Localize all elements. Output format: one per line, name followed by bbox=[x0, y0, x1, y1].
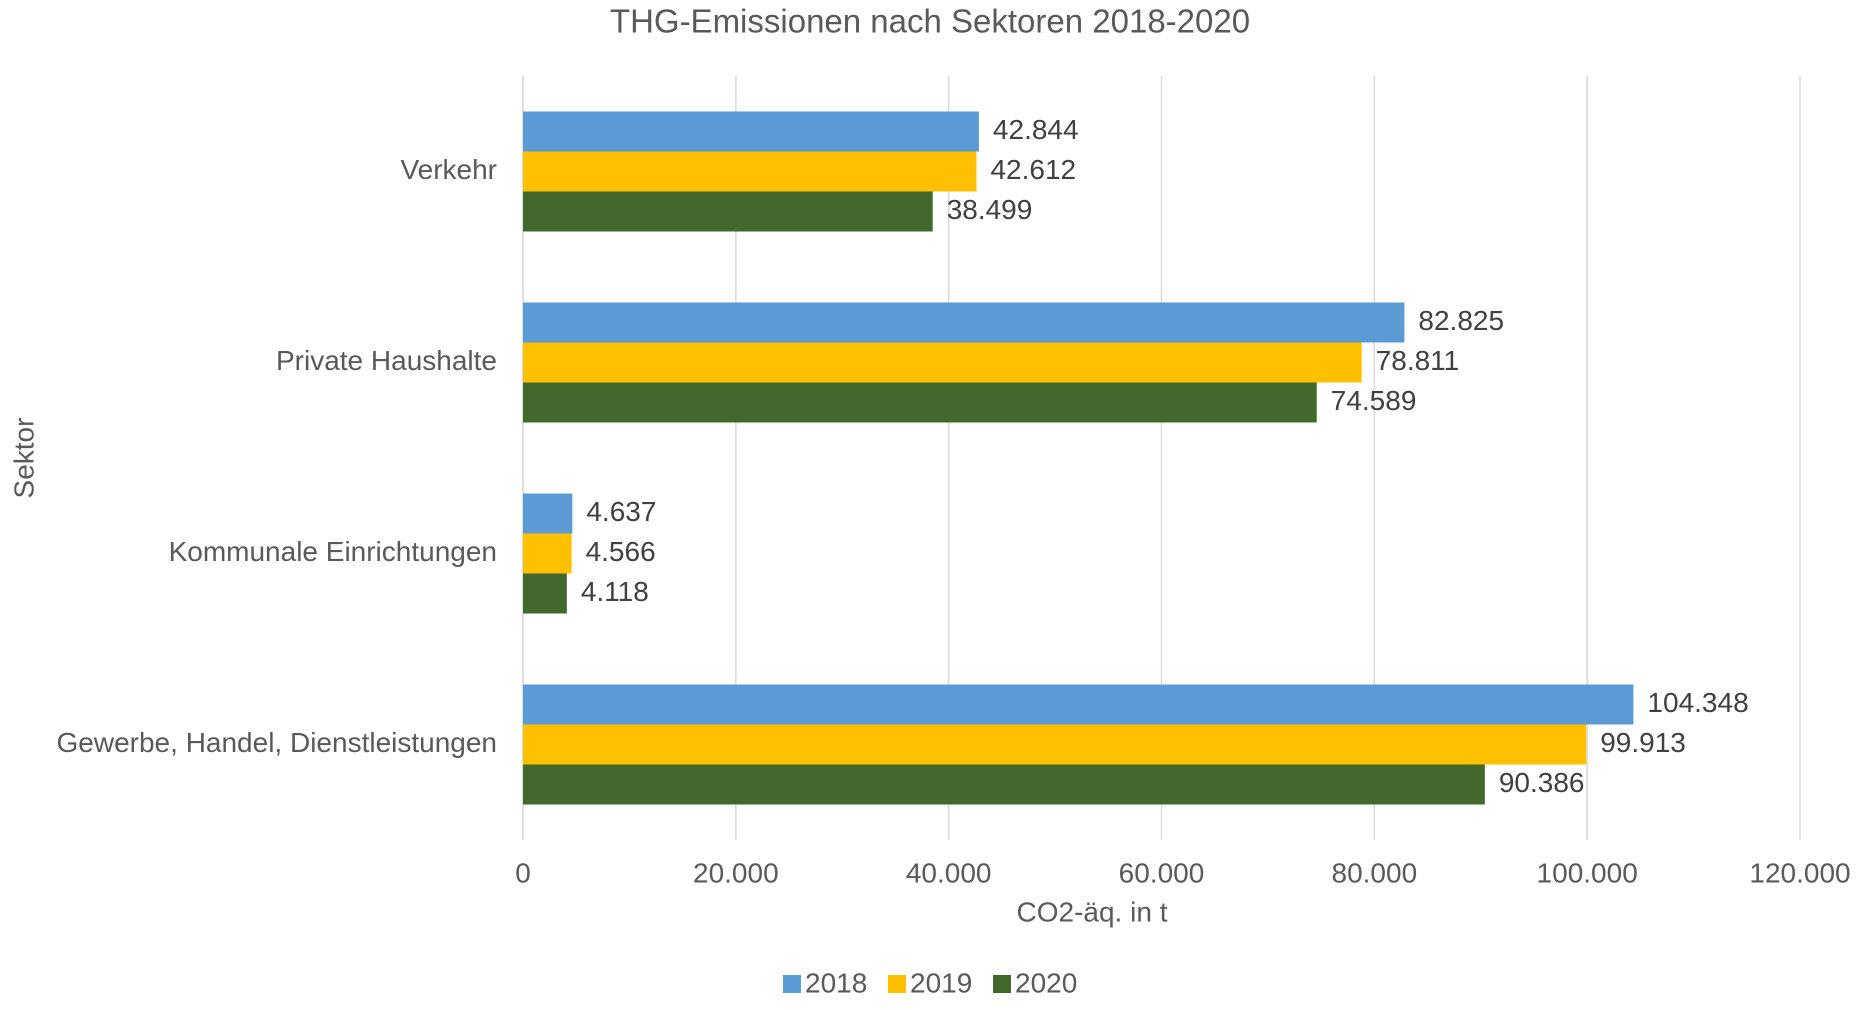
value-label: 42.844 bbox=[993, 114, 1079, 145]
bar bbox=[523, 342, 1362, 383]
value-label: 99.913 bbox=[1600, 727, 1686, 758]
x-axis-label: CO2-äq. in t bbox=[1017, 896, 1168, 927]
value-label: 4.637 bbox=[586, 496, 656, 527]
bar bbox=[523, 151, 977, 192]
legend-label: 2019 bbox=[910, 967, 972, 998]
legend-swatch bbox=[888, 975, 906, 993]
value-label: 74.589 bbox=[1331, 385, 1417, 416]
x-tick-label: 40.000 bbox=[906, 857, 992, 888]
x-tick-label: 60.000 bbox=[1119, 857, 1205, 888]
y-tick-label: Kommunale Einrichtungen bbox=[169, 536, 497, 567]
x-tick-label: 20.000 bbox=[693, 857, 779, 888]
bar bbox=[523, 302, 1405, 343]
y-tick-label: Gewerbe, Handel, Dienstleistungen bbox=[57, 727, 497, 758]
value-label: 4.118 bbox=[581, 576, 649, 607]
value-label: 38.499 bbox=[947, 194, 1033, 225]
legend-swatch bbox=[993, 975, 1011, 993]
chart-title: THG-Emissionen nach Sektoren 2018-2020 bbox=[610, 3, 1250, 40]
bar bbox=[523, 382, 1317, 423]
bar bbox=[523, 573, 567, 614]
bar bbox=[523, 493, 573, 534]
bar bbox=[523, 724, 1587, 765]
value-label: 90.386 bbox=[1499, 767, 1585, 798]
value-label: 4.566 bbox=[586, 536, 656, 567]
x-tick-label: 120.000 bbox=[1749, 857, 1850, 888]
bar bbox=[523, 191, 933, 232]
bar bbox=[523, 533, 572, 574]
y-tick-label: Private Haushalte bbox=[276, 345, 497, 376]
value-label: 42.612 bbox=[990, 154, 1076, 185]
legend-swatch bbox=[783, 975, 801, 993]
legend-label: 2020 bbox=[1015, 967, 1077, 998]
value-label: 104.348 bbox=[1647, 687, 1748, 718]
x-tick-label: 80.000 bbox=[1332, 857, 1418, 888]
bar bbox=[523, 764, 1485, 805]
bar bbox=[523, 684, 1634, 725]
x-tick-label: 0 bbox=[515, 857, 531, 888]
legend-label: 2018 bbox=[805, 967, 867, 998]
value-label: 82.825 bbox=[1418, 305, 1504, 336]
y-tick-label: Verkehr bbox=[401, 154, 498, 185]
y-axis-label: Sektor bbox=[8, 418, 39, 499]
x-tick-label: 100.000 bbox=[1537, 857, 1638, 888]
value-label: 78.811 bbox=[1376, 345, 1460, 376]
bar bbox=[523, 111, 979, 152]
